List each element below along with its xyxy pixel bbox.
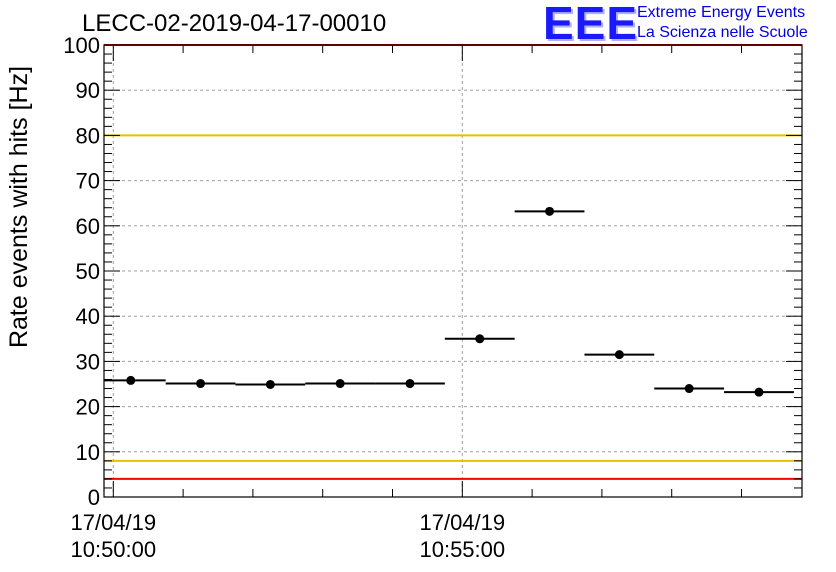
y-tick-label: 70 [76,169,100,194]
x-tick-time-label: 10:50:00 [70,537,156,562]
eee-logo: EEE [543,0,639,49]
data-point [684,384,694,394]
y-axis-label: Rate events with hits [Hz] [5,66,33,348]
grid-layer [104,45,802,497]
data-point [335,379,345,389]
y-tick-label: 10 [76,440,100,465]
data-point [196,379,206,389]
chart-title: LECC-02-2019-04-17-00010 [82,10,387,37]
data-point [126,375,136,385]
data-point [614,350,624,360]
data-point [405,379,415,389]
data-point [754,387,764,397]
data-point [265,379,275,389]
data-points [104,206,794,397]
y-tick-label: 20 [76,395,100,420]
x-tick-date-label: 17/04/19 [419,510,505,535]
logo-line-2: La Scienza nelle Scuole [637,24,808,41]
y-tick-label: 90 [76,78,100,103]
y-tick-label: 0 [88,485,100,510]
tick-labels: 010203040506070809010017/04/1910:50:0017… [63,33,505,562]
y-tick-label: 30 [76,349,100,374]
logo-line-1: Extreme Energy Events [637,4,806,21]
y-tick-label: 50 [76,259,100,284]
data-point [545,206,555,216]
y-tick-label: 40 [76,304,100,329]
x-tick-date-label: 17/04/19 [70,510,156,535]
data-point [475,334,485,344]
x-tick-time-label: 10:55:00 [419,537,505,562]
y-tick-label: 80 [76,123,100,148]
y-tick-label: 60 [76,214,100,239]
y-tick-label: 100 [63,33,100,58]
reference-lines [104,44,802,480]
axis-ticks [104,44,802,498]
